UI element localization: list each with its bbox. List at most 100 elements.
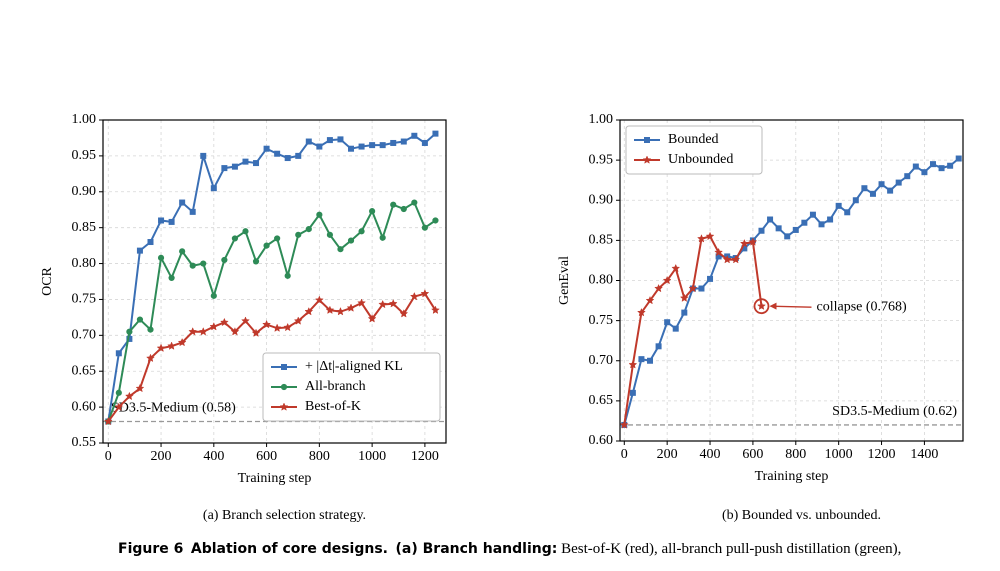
marker (784, 233, 791, 240)
y-tick-label: 0.95 (589, 152, 614, 167)
marker (124, 391, 134, 401)
marker (400, 138, 407, 145)
legend-label: Unbounded (668, 152, 733, 167)
y-tick-label: 0.60 (589, 433, 614, 448)
marker (156, 343, 166, 353)
y-tick-label: 0.90 (72, 184, 97, 199)
y-tick-label: 0.85 (589, 233, 614, 248)
marker (179, 199, 186, 206)
marker (188, 327, 198, 336)
caption-part-text: Best-of-K (red), all-branch pull-push di… (561, 541, 902, 557)
baseline-label: SD3.5-Medium (0.62) (832, 404, 957, 419)
series-line (623, 235, 763, 426)
marker (638, 356, 645, 363)
marker (279, 402, 289, 411)
marker (103, 416, 113, 426)
marker (189, 208, 196, 215)
annotation-ring (753, 298, 770, 315)
x-axis-label: Training step (238, 471, 312, 486)
marker (637, 307, 646, 317)
marker (280, 383, 288, 391)
series-line (623, 157, 960, 426)
marker (136, 316, 144, 323)
marker (198, 327, 208, 336)
marker (697, 234, 706, 243)
y-tick-label: 0.80 (589, 273, 614, 288)
marker (432, 130, 439, 137)
y-tick-label: 0.90 (589, 192, 614, 207)
x-tick-label: 0 (105, 449, 112, 464)
marker (262, 319, 272, 329)
marker (757, 301, 766, 310)
marker (158, 217, 165, 224)
legend-box (625, 125, 763, 175)
y-tick-label: 0.70 (72, 328, 97, 343)
x-tick-label: 0 (621, 447, 628, 462)
marker (681, 309, 688, 316)
series-line (107, 201, 437, 422)
subcaption: (a) Branch selection strategy. (203, 508, 366, 523)
marker (200, 260, 207, 267)
marker (177, 337, 187, 347)
marker (231, 163, 238, 170)
y-tick-label: 0.70 (589, 353, 614, 368)
marker (274, 150, 281, 157)
marker (421, 224, 428, 231)
marker (827, 216, 834, 223)
marker (200, 152, 207, 159)
marker (346, 303, 356, 312)
x-tick-label: 600 (256, 449, 277, 464)
marker (281, 364, 287, 370)
marker (115, 389, 122, 396)
y-tick-label: 0.60 (72, 399, 97, 414)
marker (731, 254, 741, 264)
marker (671, 263, 681, 273)
plot-frame (102, 119, 447, 444)
marker (654, 283, 664, 293)
marker (929, 161, 936, 168)
marker (679, 293, 689, 302)
caption: Figure 6 Ablation of core designs. (a) B… (118, 541, 901, 558)
marker (263, 145, 270, 152)
marker (251, 328, 261, 337)
legend-label: All-branch (305, 379, 366, 394)
marker (792, 226, 799, 233)
marker (295, 152, 302, 159)
marker (314, 295, 324, 304)
marker (157, 254, 165, 261)
marker (431, 305, 440, 314)
marker (336, 306, 345, 316)
x-tick-label: 800 (785, 447, 806, 462)
marker (283, 322, 293, 332)
marker (921, 169, 928, 176)
marker (662, 275, 672, 285)
y-tick-label: 0.80 (72, 256, 97, 271)
y-tick-label: 0.55 (72, 435, 97, 450)
marker (399, 309, 409, 318)
marker (230, 327, 240, 336)
marker (411, 132, 418, 139)
marker (126, 328, 133, 335)
marker (272, 323, 282, 332)
caption-label: Figure 6 (118, 541, 184, 557)
marker (844, 209, 851, 216)
marker (325, 305, 335, 314)
marker (912, 163, 919, 170)
marker (644, 137, 650, 143)
legend-box (262, 352, 441, 422)
marker (347, 237, 355, 244)
marker (655, 343, 662, 350)
marker (358, 228, 365, 235)
y-axis-label: GenEval (557, 256, 572, 305)
marker (114, 402, 124, 411)
marker (242, 158, 249, 165)
marker (379, 142, 386, 149)
marker (629, 389, 636, 396)
legend-label: + |Δt|-aligned KL (305, 359, 403, 374)
marker (135, 383, 145, 393)
marker (707, 275, 714, 282)
marker (305, 226, 312, 233)
marker (305, 138, 312, 145)
marker (388, 299, 398, 308)
marker (274, 235, 281, 242)
